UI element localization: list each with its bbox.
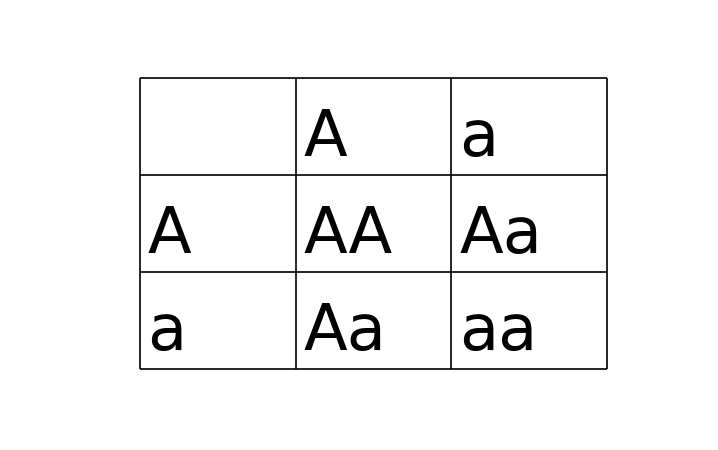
Text: AA: AA xyxy=(304,204,393,266)
Text: Aa: Aa xyxy=(304,302,386,364)
Text: Aa: Aa xyxy=(460,204,542,266)
Text: A: A xyxy=(148,204,192,266)
Text: a: a xyxy=(148,302,187,364)
Text: aa: aa xyxy=(460,302,538,364)
Text: a: a xyxy=(460,108,498,169)
Text: A: A xyxy=(304,108,348,169)
